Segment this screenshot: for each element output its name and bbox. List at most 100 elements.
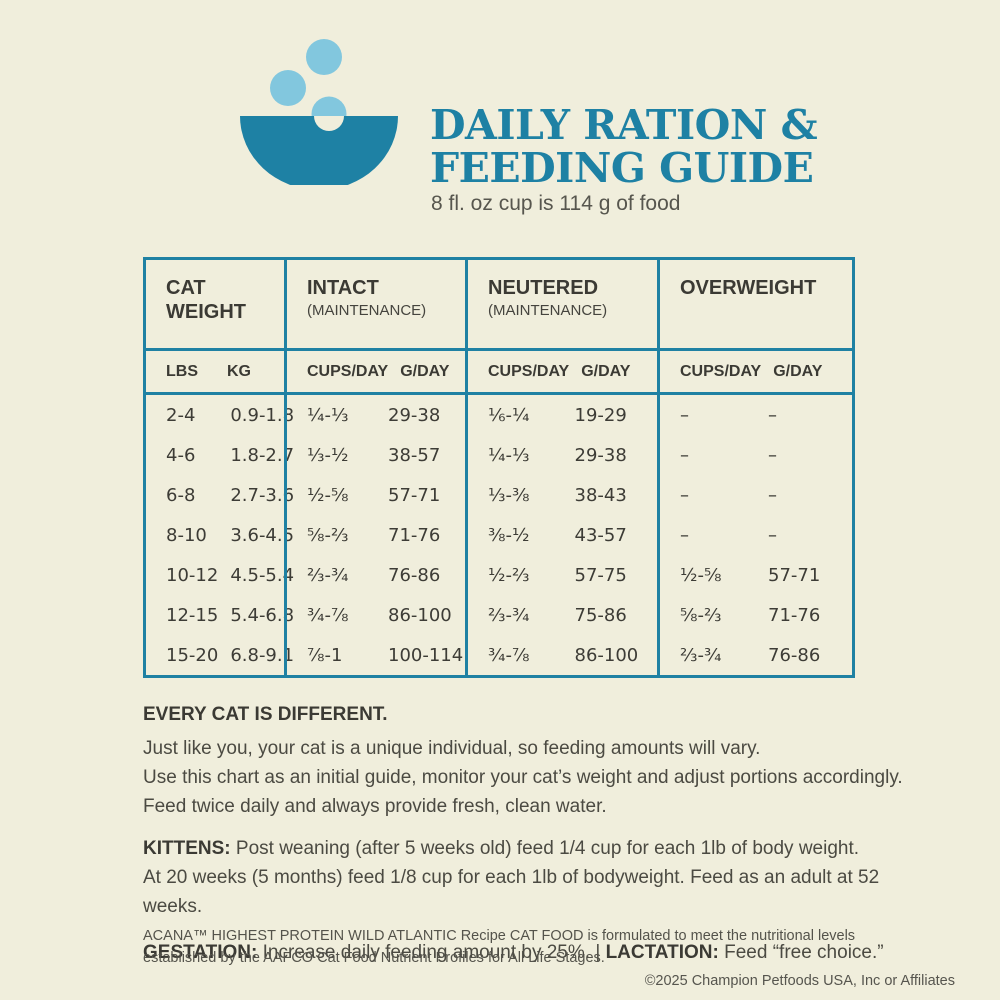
data-col-overweight: – – – – – – – – ½-⅝ 57-71 ⅝-⅔ 71-76 ⅔-¾ … (657, 395, 852, 675)
table-cell: 38-43 (574, 484, 627, 506)
notes-line: Feed twice daily and always provide fres… (143, 796, 607, 817)
table-cell: 2.7-3.6 (230, 484, 295, 506)
group-label: CAT WEIGHT (166, 277, 246, 323)
table-cell: ½-⅝ (307, 484, 349, 506)
table-cell: – (768, 484, 777, 506)
table-cell: 71-76 (388, 524, 441, 546)
table-cell: ½-⅝ (680, 564, 722, 586)
col-header-cups-day: CUPS/DAY (680, 362, 762, 380)
feeding-notes: EVERY CAT IS DIFFERENT. Just like you, y… (143, 703, 903, 967)
table-cell: – (768, 524, 777, 546)
table-cell: 19-29 (574, 404, 627, 426)
bowl-with-kibble-icon (240, 39, 398, 185)
col-header-kg: KG (227, 362, 251, 380)
group-label: NEUTERED (488, 277, 599, 299)
copyright-notice: ©2025 Champion Petfoods USA, Inc or Affi… (644, 973, 955, 989)
table-cell: ⅞-1 (307, 644, 343, 666)
table-cell: 15-20 (166, 644, 219, 666)
table-cell: 76-86 (388, 564, 441, 586)
separator: | (595, 942, 601, 963)
page-title-line2: FEEDING GUIDE (430, 144, 814, 192)
kittens-note: KITTENS: Post weaning (after 5 weeks old… (143, 834, 903, 921)
group-label: INTACT (307, 277, 379, 299)
table-cell: 100-114 (388, 644, 464, 666)
table-cell: ⅔-¾ (680, 644, 722, 666)
table-cell: 57-75 (574, 564, 627, 586)
table-cell: 12-15 (166, 604, 219, 626)
table-cell: ⅜-½ (488, 524, 530, 546)
col-header-g-day: G/DAY (400, 362, 450, 380)
table-cell: 76-86 (768, 644, 821, 666)
table-group-header-row: CAT WEIGHT INTACT (MAINTENANCE) NEUTERED… (146, 260, 852, 351)
kittens-label: KITTENS: (143, 838, 231, 859)
table-cell: – (680, 524, 689, 546)
table-cell: ⅝-⅔ (680, 604, 722, 626)
table-subheader-row: LBS KG CUPS/DAY G/DAY CUPS/DAY G/DAY CUP… (146, 351, 852, 395)
group-header-neutered: NEUTERED (MAINTENANCE) (465, 260, 657, 348)
table-cell: – (768, 404, 777, 426)
group-header-cat-weight: CAT WEIGHT (146, 260, 284, 348)
table-cell: ¾-⅞ (307, 604, 349, 626)
table-cell: – (680, 404, 689, 426)
table-cell: 3.6-4.5 (230, 524, 295, 546)
table-cell: 57-71 (388, 484, 441, 506)
lactation-label: LACTATION: (605, 942, 719, 963)
group-label: OVERWEIGHT (680, 277, 817, 299)
table-cell: ⅔-¾ (307, 564, 349, 586)
table-cell: 10-12 (166, 564, 219, 586)
table-cell: 38-57 (388, 444, 441, 466)
table-cell: 4-6 (166, 444, 196, 466)
table-cell: 5.4-6.8 (230, 604, 295, 626)
table-cell: ½-⅔ (488, 564, 530, 586)
table-cell: 29-38 (574, 444, 627, 466)
table-cell: 4.5-5.4 (230, 564, 295, 586)
table-cell: 86-100 (388, 604, 452, 626)
page-title-line1: DAILY RATION & (430, 101, 818, 149)
table-cell: 8-10 (166, 524, 207, 546)
table-cell: 0.9-1.8 (230, 404, 295, 426)
lactation-text: Feed “free choice.” (724, 942, 884, 963)
gestation-lactation-note: GESTATION: Increase daily feeding amount… (143, 938, 903, 967)
table-cell: 57-71 (768, 564, 821, 586)
gestation-label: GESTATION: (143, 942, 258, 963)
kittens-text: Post weaning (after 5 weeks old) feed 1/… (235, 838, 860, 859)
notes-heading: EVERY CAT IS DIFFERENT. (143, 704, 388, 725)
table-cell: ⅔-¾ (488, 604, 530, 626)
table-cell: – (680, 484, 689, 506)
table-cell: ¼-⅓ (307, 404, 349, 426)
table-cell: 1.8-2.7 (230, 444, 295, 466)
table-cell: ¾-⅞ (488, 644, 530, 666)
cup-conversion-note: 8 fl. oz cup is 114 g of food (431, 192, 681, 215)
group-header-overweight: OVERWEIGHT (657, 260, 852, 348)
data-col-intact: ¼-⅓ 29-38 ⅓-½ 38-57 ½-⅝ 57-71 ⅝-⅔ 71-76 … (284, 395, 465, 675)
group-sublabel: (MAINTENANCE) (488, 302, 608, 319)
col-header-g-day: G/DAY (581, 362, 631, 380)
table-cell: 2-4 (166, 404, 196, 426)
table-cell: ⅓-½ (307, 444, 349, 466)
data-col-neutered: ⅙-¼ 19-29 ¼-⅓ 29-38 ⅓-⅜ 38-43 ⅜-½ 43-57 … (465, 395, 657, 675)
table-cell: ⅓-⅜ (488, 484, 530, 506)
table-cell: – (680, 444, 689, 466)
aafco-footnote: ACANA™ HIGHEST PROTEIN WILD ATLANTIC Rec… (143, 928, 856, 966)
feeding-table: CAT WEIGHT INTACT (MAINTENANCE) NEUTERED… (143, 257, 855, 678)
table-cell: 29-38 (388, 404, 441, 426)
gestation-text: Increase daily feeding amount by 25%. (262, 942, 591, 963)
table-cell: – (768, 444, 777, 466)
table-cell: 75-86 (574, 604, 627, 626)
col-header-cups-day: CUPS/DAY (307, 362, 389, 380)
data-col-cat-weight: 2-4 0.9-1.8 4-6 1.8-2.7 6-8 2.7-3.6 8-10… (146, 395, 294, 675)
table-cell: 6-8 (166, 484, 196, 506)
table-cell: 6.8-9.1 (230, 644, 295, 666)
table-cell: 71-76 (768, 604, 821, 626)
table-cell: ⅙-¼ (488, 404, 530, 426)
table-cell: 86-100 (574, 644, 639, 666)
table-cell: ¼-⅓ (488, 444, 530, 466)
table-cell: 43-57 (574, 524, 627, 546)
notes-line: Use this chart as an initial guide, moni… (143, 767, 903, 788)
group-header-intact: INTACT (MAINTENANCE) (284, 260, 465, 348)
group-sublabel: (MAINTENANCE) (307, 302, 427, 319)
col-header-g-day: G/DAY (773, 362, 823, 380)
table-cell: ⅝-⅔ (307, 524, 349, 546)
col-header-lbs: LBS (166, 362, 198, 380)
